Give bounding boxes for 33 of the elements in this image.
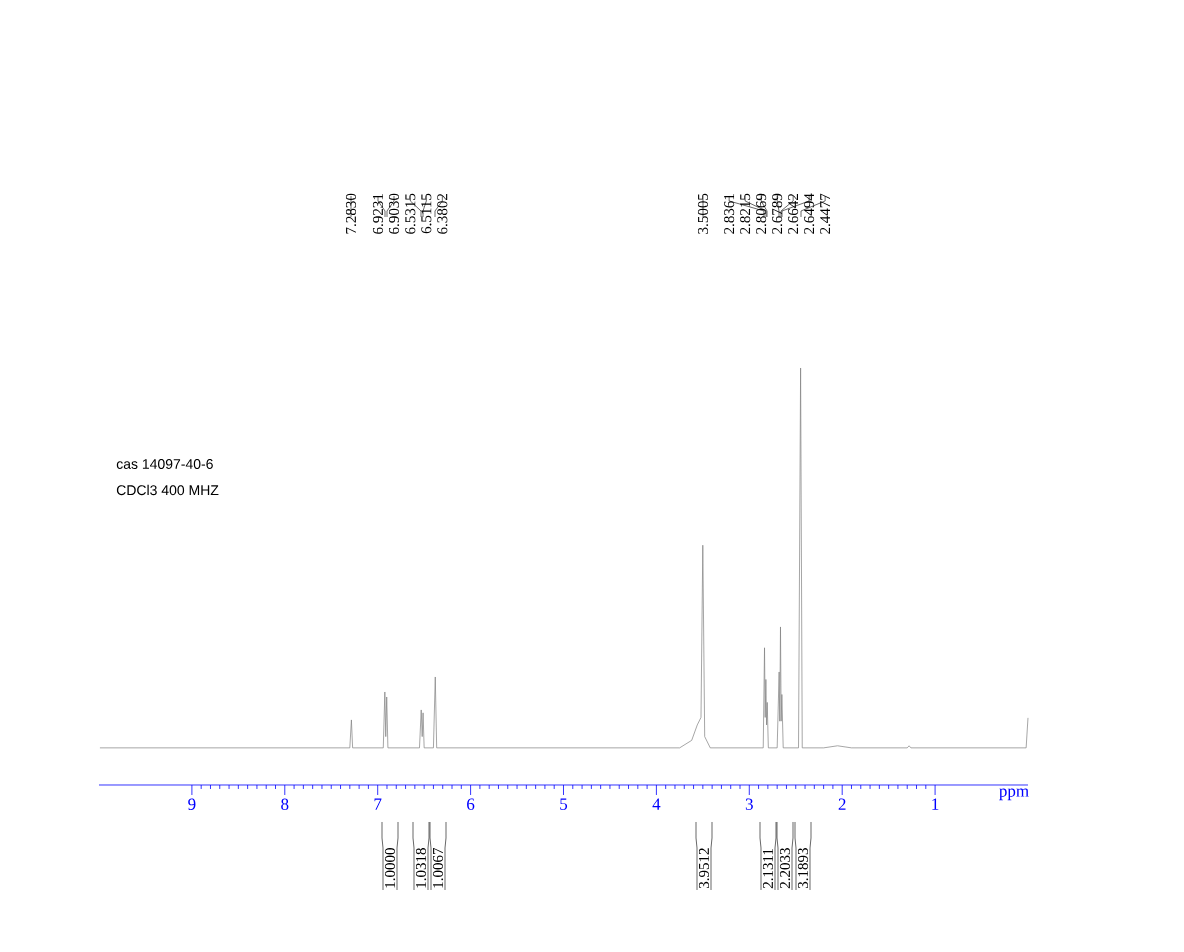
text: 6.5115 — [421, 193, 432, 234]
text: 2.8215 — [740, 193, 751, 234]
x-tick-label: 8 — [281, 798, 289, 810]
annotation: cas 14097-40-6 — [116, 459, 213, 469]
text: 3.5005 — [697, 193, 709, 234]
x-tick-label: 5 — [560, 798, 568, 810]
text: 2.8069 — [756, 193, 767, 234]
text: 1.0318 — [415, 848, 427, 888]
text: 2.6494 — [804, 193, 815, 234]
x-tick-label: 2 — [838, 798, 846, 810]
text: 2.6789 — [772, 193, 783, 234]
x-tick-label: 3 — [745, 798, 753, 810]
x-tick-label: 9 — [188, 798, 196, 810]
x-tick-label: 1 — [932, 798, 939, 810]
x-tick-label: 7 — [374, 798, 382, 810]
text: 2.4477 — [820, 193, 831, 234]
text: 1.0067 — [432, 847, 444, 888]
x-tick-label: 4 — [652, 798, 661, 810]
annotation: CDCl3 400 MHZ — [116, 484, 219, 496]
text: 7.2830 — [345, 193, 357, 234]
text: 2.6642 — [788, 194, 799, 234]
text: 3.1893 — [797, 848, 809, 889]
text: 2.2033 — [779, 848, 791, 889]
text: 2.8361 — [724, 194, 735, 234]
text: 6.3802 — [437, 194, 448, 234]
text: 2.1311 — [762, 848, 774, 889]
text: 6.9231 — [372, 194, 384, 234]
text: 6.9030 — [388, 193, 400, 234]
x-axis-title: ppm — [999, 788, 1029, 801]
text: 6.5315 — [405, 193, 416, 234]
text: 1.0000 — [384, 848, 396, 888]
x-tick-label: 6 — [467, 798, 475, 810]
text: 3.9512 — [698, 848, 710, 889]
